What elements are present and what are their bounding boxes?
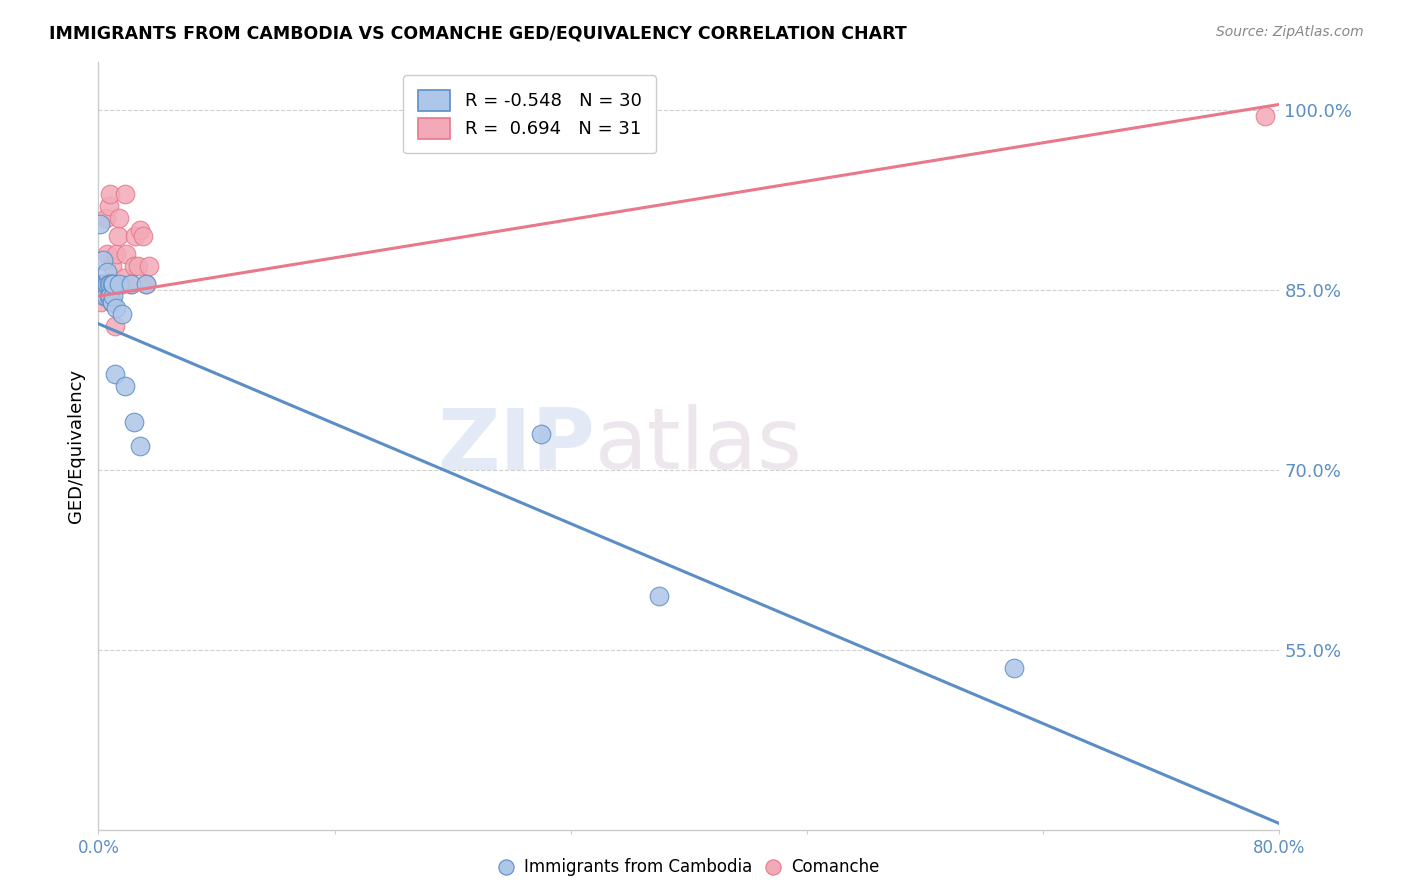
Point [530, 427, 553, 442]
Point [91, 277, 114, 292]
Text: atlas: atlas [595, 404, 803, 488]
Text: Immigrants from Cambodia: Immigrants from Cambodia [524, 858, 752, 877]
Point [94, 277, 117, 292]
Point [89, 277, 111, 292]
Point [98, 289, 121, 303]
Point [1002, 661, 1025, 675]
Point [108, 277, 131, 292]
Point [103, 277, 125, 292]
Y-axis label: GED/Equivalency: GED/Equivalency [66, 369, 84, 523]
Point [495, 860, 517, 874]
Point [120, 277, 142, 292]
Point [94, 277, 117, 292]
Point [97, 277, 120, 292]
Point [128, 439, 150, 453]
Point [108, 211, 131, 226]
Point [122, 259, 145, 273]
Point [115, 247, 138, 261]
Point [96, 277, 118, 292]
Point [762, 860, 785, 874]
Point [111, 277, 134, 292]
Point [104, 367, 127, 381]
Point [98, 277, 121, 292]
Point [122, 415, 145, 429]
Point [132, 229, 155, 244]
Point [100, 295, 122, 310]
Point [111, 307, 134, 321]
Point [94, 289, 117, 303]
Point [114, 187, 136, 202]
Point [100, 295, 122, 310]
Point [97, 289, 120, 303]
Point [103, 289, 125, 303]
Point [97, 199, 120, 213]
Point [124, 229, 146, 244]
Point [100, 295, 122, 310]
Point [105, 301, 128, 315]
Point [93, 277, 115, 292]
Point [105, 247, 128, 261]
Point [91, 277, 114, 292]
Legend: R = -0.548   N = 30, R =  0.694   N = 31: R = -0.548 N = 30, R = 0.694 N = 31 [404, 75, 655, 153]
Point [648, 589, 671, 603]
Point [96, 247, 118, 261]
Point [107, 229, 129, 244]
Point [112, 271, 135, 285]
Text: Comanche: Comanche [790, 858, 879, 877]
Point [89, 217, 111, 231]
Point [114, 379, 136, 393]
Point [98, 187, 121, 202]
Point [103, 277, 125, 292]
Point [110, 277, 132, 292]
Point [127, 259, 149, 273]
Point [90, 295, 112, 310]
Point [120, 277, 142, 292]
Point [128, 223, 150, 237]
Point [94, 211, 117, 226]
Point [91, 253, 114, 268]
Point [97, 277, 120, 292]
Point [135, 277, 157, 292]
Point [1254, 109, 1277, 123]
Point [100, 277, 122, 292]
Point [138, 259, 160, 273]
Point [96, 265, 118, 279]
Point [93, 289, 115, 303]
Text: Source: ZipAtlas.com: Source: ZipAtlas.com [1216, 25, 1364, 39]
Text: IMMIGRANTS FROM CAMBODIA VS COMANCHE GED/EQUIVALENCY CORRELATION CHART: IMMIGRANTS FROM CAMBODIA VS COMANCHE GED… [49, 25, 907, 43]
Point [93, 277, 115, 292]
Point [135, 277, 157, 292]
Text: ZIP: ZIP [437, 404, 595, 488]
Point [100, 259, 122, 273]
Point [104, 319, 127, 334]
